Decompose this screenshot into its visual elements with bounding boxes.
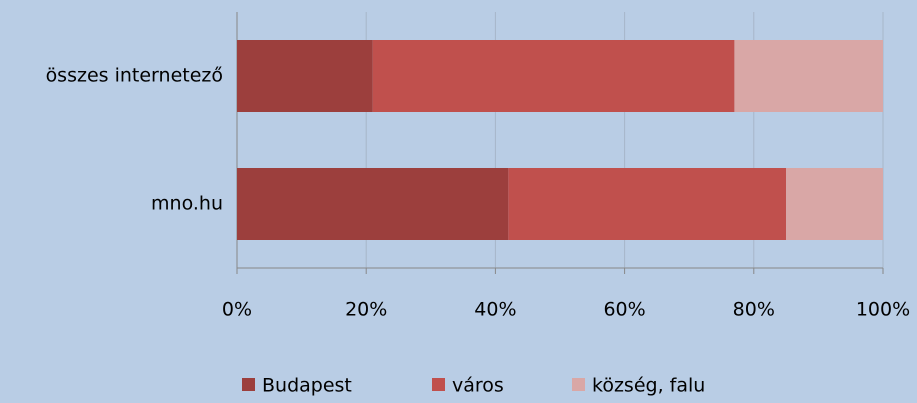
x-tick-label: 80% [733,299,775,321]
bar-segment [508,168,787,240]
bar-segment [237,40,373,112]
bar-segment [237,168,509,240]
legend-label: város [452,375,504,397]
x-tick-label: 20% [345,299,387,321]
legend-label: község, falu [592,375,705,397]
bar-segment [786,168,883,240]
legend-swatch [242,378,255,391]
x-tick-label: 60% [603,299,645,321]
y-tick-label: mno.hu [151,193,223,215]
legend-swatch [572,378,585,391]
bar-segment [372,40,735,112]
legend-label: Budapest [262,375,352,397]
x-tick-label: 0% [222,299,252,321]
x-tick-label: 40% [474,299,516,321]
x-tick-label: 100% [856,299,910,321]
legend-swatch [432,378,445,391]
y-tick-label: összes internetező [46,65,223,87]
bar-segment [734,40,883,112]
